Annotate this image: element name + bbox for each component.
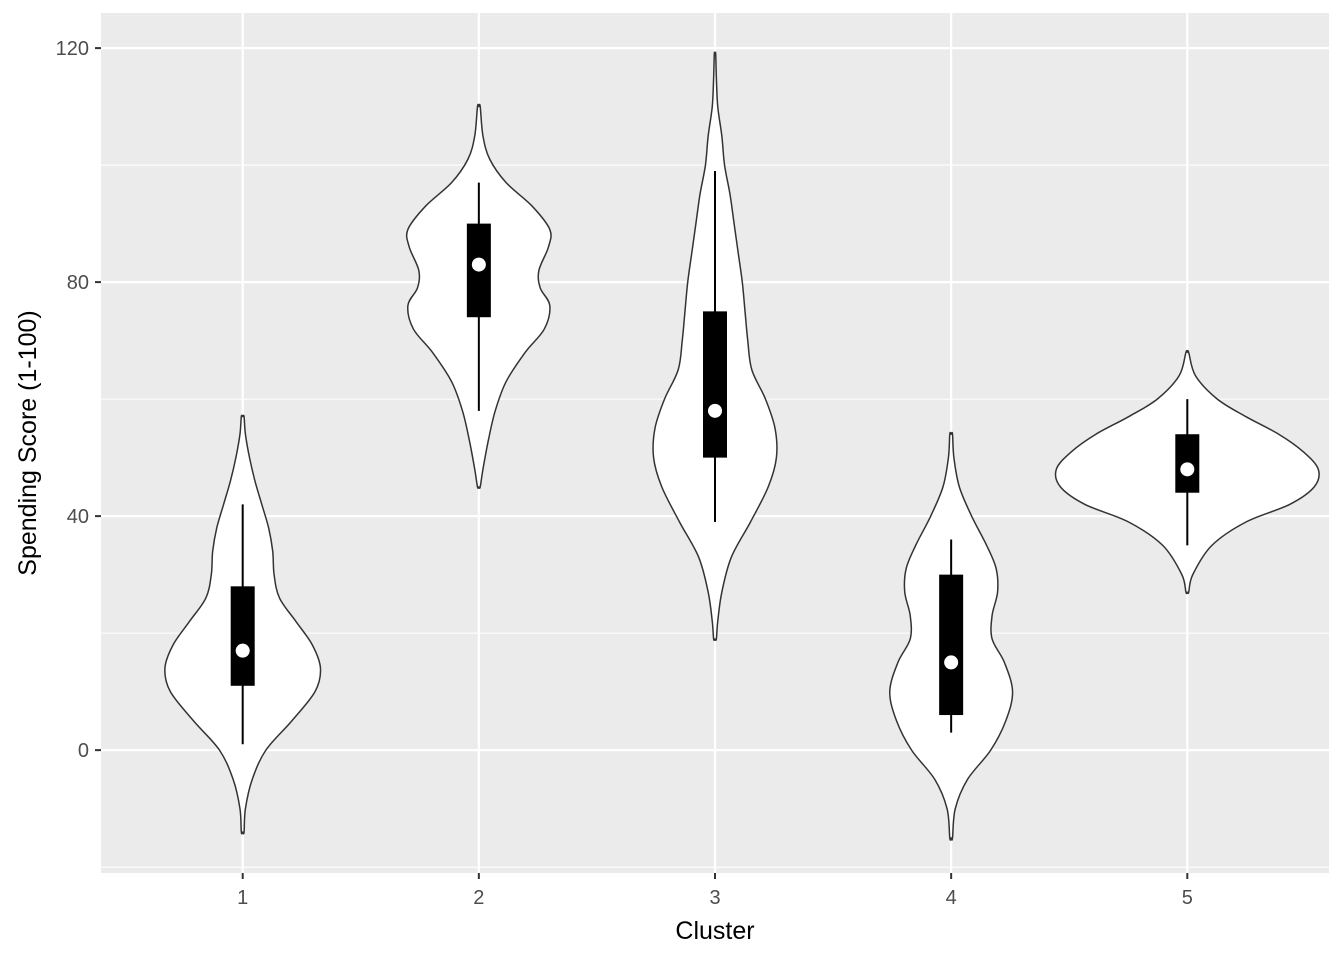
x-tick-label: 1: [237, 887, 248, 909]
x-axis-title: Cluster: [675, 917, 754, 945]
iqr-box-cluster-4: [939, 574, 964, 716]
median-point-cluster-5: [1180, 462, 1195, 477]
x-tick-label: 4: [946, 887, 957, 909]
x-tick-label: 5: [1182, 887, 1193, 909]
median-point-cluster-2: [471, 257, 486, 272]
median-point-cluster-1: [235, 643, 250, 658]
x-tick-label: 3: [709, 887, 720, 909]
axes: 0 40 80 120 1 2 3 4 5: [56, 38, 1193, 909]
iqr-box-cluster-1: [230, 586, 255, 686]
x-tick-label: 2: [473, 887, 484, 909]
y-tick-label: 40: [67, 506, 89, 528]
iqr-box-cluster-3: [703, 311, 727, 458]
boxplots: [230, 170, 1200, 745]
median-point-cluster-3: [708, 403, 722, 418]
y-tick-label: 80: [67, 272, 89, 294]
y-tick-label: 0: [78, 740, 89, 762]
median-point-cluster-4: [944, 655, 959, 670]
y-axis-title: Spending Score (1-100): [14, 310, 42, 575]
y-tick-label: 120: [56, 38, 89, 60]
